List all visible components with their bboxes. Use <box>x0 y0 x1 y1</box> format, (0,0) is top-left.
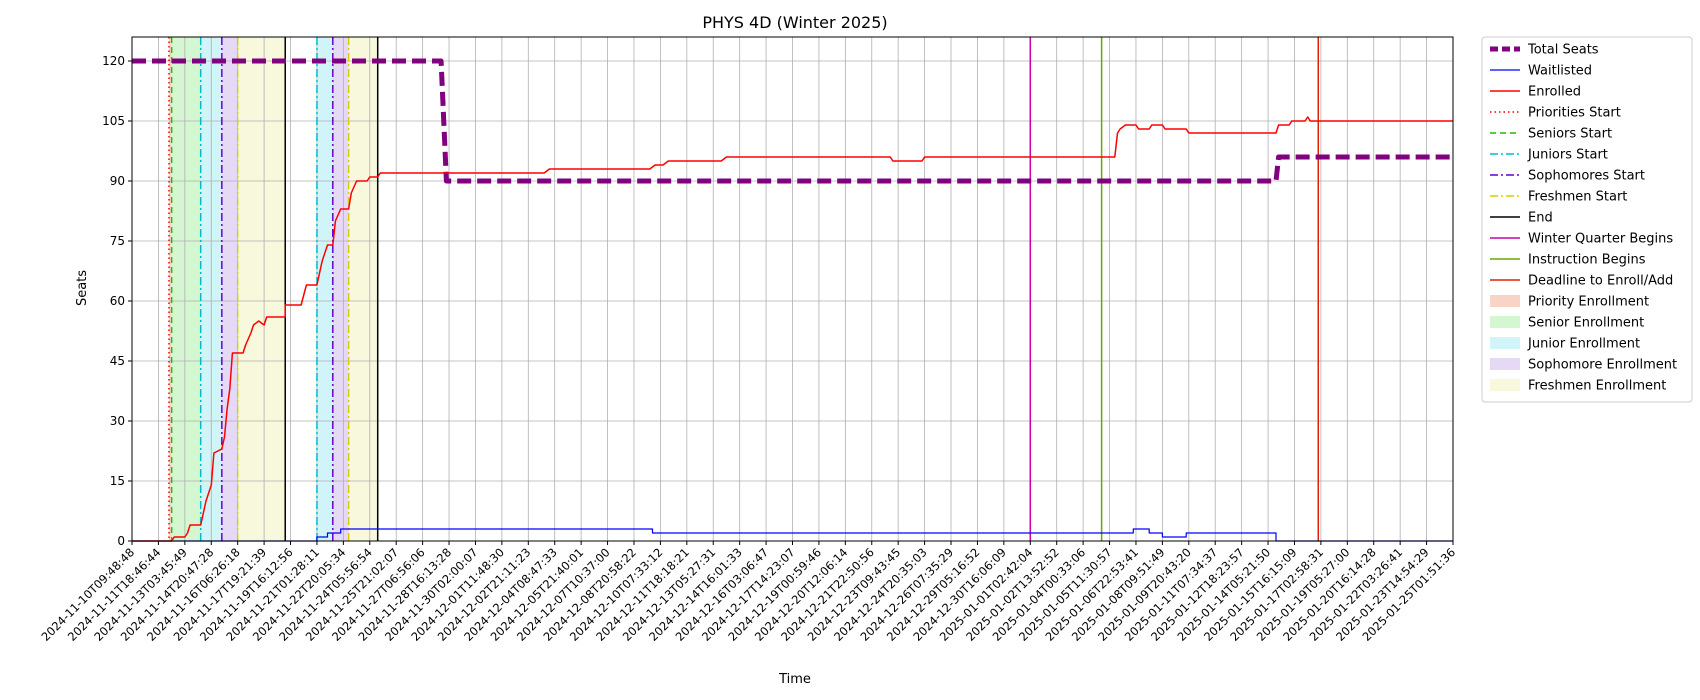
series-enrolled <box>132 116 1453 542</box>
span-freshmen-enrollment-4 <box>237 37 286 541</box>
legend: Total Seats Waitlisted Enrolled Priorities … <box>1481 36 1693 403</box>
legend-box <box>1481 36 1693 403</box>
legend-label-senior-enrollment: Senior Enrollment <box>1528 316 1644 331</box>
legend-label-freshmen-start: Freshmen Start <box>1528 190 1627 205</box>
y-tick-label: 45 <box>110 354 125 368</box>
legend-label-total-seats: Total Seats <box>1527 43 1599 58</box>
legend-label-seniors-start: Seniors Start <box>1528 127 1612 142</box>
legend-swatch-freshmen-enrollment <box>1490 379 1520 391</box>
series-waitlisted <box>132 528 1453 542</box>
y-tick-label: 30 <box>110 414 125 428</box>
legend-swatch-priority-enrollment <box>1490 295 1520 307</box>
span-priority-enrollment-0 <box>168 37 172 541</box>
span-sophomore-enrollment-6 <box>332 37 349 541</box>
legend-label-instruction-begins: Instruction Begins <box>1528 253 1646 268</box>
event-lines <box>168 37 1320 541</box>
y-tick-label: 15 <box>110 474 125 488</box>
legend-swatch-sophomore-enrollment <box>1490 358 1520 370</box>
chart-title: PHYS 4D (Winter 2025) <box>702 13 887 32</box>
grid-lines <box>131 37 1454 542</box>
y-axis-ticks: 0 15 30 45 60 75 90 105 120 <box>102 54 132 548</box>
span-junior-enrollment-5 <box>316 37 333 541</box>
y-tick-label: 75 <box>110 234 125 248</box>
legend-swatch-senior-enrollment <box>1490 316 1520 328</box>
y-tick-label: 0 <box>117 534 125 548</box>
legend-label-juniors-start: Juniors Start <box>1527 148 1608 163</box>
legend-label-waitlisted: Waitlisted <box>1528 64 1592 79</box>
y-axis-label: Seats <box>75 270 90 306</box>
legend-label-winter-quarter-begins: Winter Quarter Begins <box>1528 232 1673 247</box>
x-axis-label: Time <box>778 672 811 687</box>
legend-label-junior-enrollment: Junior Enrollment <box>1527 337 1640 352</box>
legend-label-end: End <box>1528 211 1553 226</box>
span-freshmen-enrollment-7 <box>348 37 378 541</box>
legend-label-sophomores-start: Sophomores Start <box>1528 169 1645 184</box>
y-tick-label: 105 <box>102 114 125 128</box>
legend-label-freshmen-enrollment: Freshmen Enrollment <box>1528 379 1666 394</box>
legend-swatch-junior-enrollment <box>1490 337 1520 349</box>
legend-label-priority-enrollment: Priority Enrollment <box>1528 295 1649 310</box>
y-tick-label: 90 <box>110 174 125 188</box>
y-tick-label: 60 <box>110 294 125 308</box>
enrollment-period-spans <box>168 37 378 541</box>
span-sophomore-enrollment-3 <box>221 37 238 541</box>
legend-label-sophomore-enrollment: Sophomore Enrollment <box>1528 358 1677 373</box>
series-total-seats <box>132 58 1453 184</box>
legend-label-enrolled: Enrolled <box>1528 85 1581 100</box>
legend-label-priorities-start: Priorities Start <box>1528 106 1621 121</box>
data-series <box>132 58 1453 542</box>
y-tick-label: 120 <box>102 54 125 68</box>
legend-label-deadline-to-enroll-add: Deadline to Enroll/Add <box>1528 274 1673 289</box>
span-senior-enrollment-1 <box>171 37 201 541</box>
